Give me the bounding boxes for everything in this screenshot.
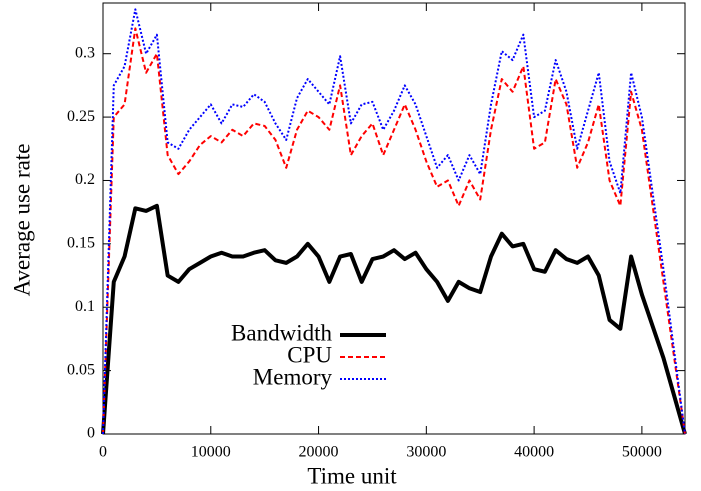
x-tick-label: 0 bbox=[99, 444, 107, 461]
x-tick-label: 10000 bbox=[191, 444, 231, 461]
legend-label: Bandwidth bbox=[231, 320, 332, 345]
series-line bbox=[102, 8, 686, 435]
y-tick-label: 0.2 bbox=[75, 171, 95, 188]
series-line bbox=[102, 27, 686, 435]
plot-frame bbox=[102, 2, 686, 435]
x-axis-label: Time unit bbox=[307, 463, 397, 488]
y-tick-label: 0.3 bbox=[75, 44, 95, 61]
y-tick-label: 0.05 bbox=[67, 361, 95, 378]
x-tick-label: 30000 bbox=[406, 444, 446, 461]
series-line bbox=[101, 203, 687, 435]
x-tick-label: 50000 bbox=[622, 444, 662, 461]
y-tick-label: 0 bbox=[87, 425, 95, 442]
y-tick-label: 0.1 bbox=[75, 298, 95, 315]
x-tick-label: 20000 bbox=[299, 444, 339, 461]
legend-label: CPU bbox=[287, 342, 332, 367]
x-tick-label: 40000 bbox=[514, 444, 554, 461]
legend-label: Memory bbox=[253, 364, 333, 389]
y-tick-label: 0.15 bbox=[67, 235, 95, 252]
y-axis-label: Average use rate bbox=[9, 144, 34, 297]
y-tick-label: 0.25 bbox=[67, 108, 95, 125]
